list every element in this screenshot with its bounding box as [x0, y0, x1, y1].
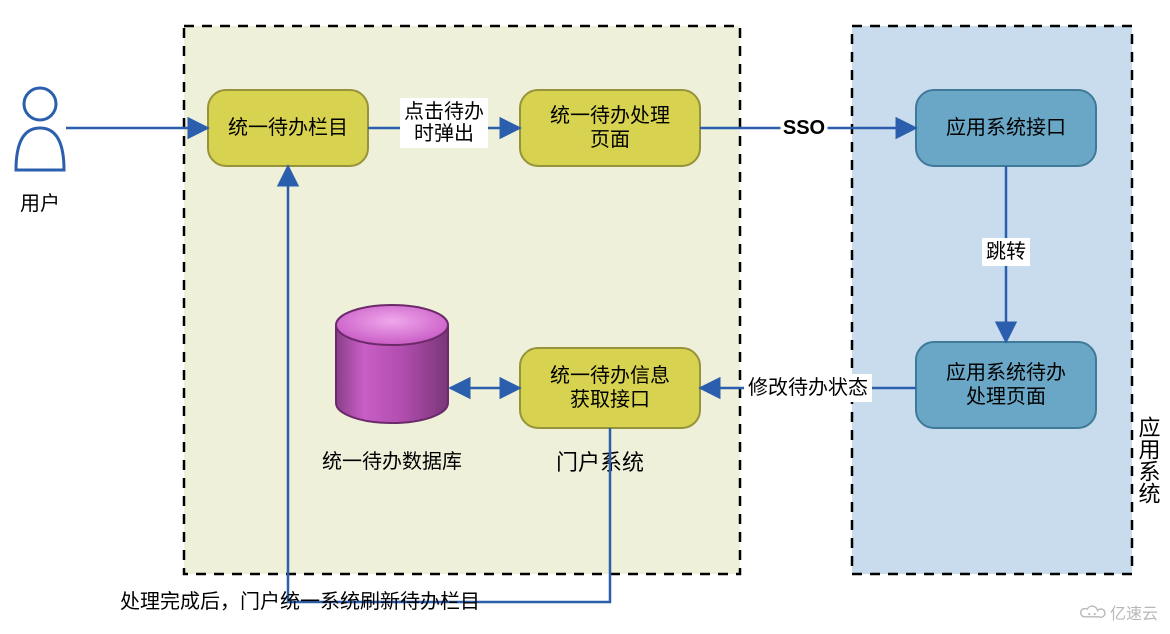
node-todo_page-text: 统一待办处理: [550, 104, 670, 127]
edge-label-text: 时弹出: [414, 122, 474, 145]
node-todo_info_api-text: 统一待办信息: [550, 364, 670, 387]
actor-user: [16, 88, 64, 170]
actor-label: 用户: [20, 192, 60, 215]
node-app_interface: 应用系统接口: [916, 90, 1096, 166]
node-todo_column-text: 统一待办栏目: [228, 116, 348, 139]
cloud-icon: [1078, 603, 1106, 621]
watermark: 亿速云: [1078, 600, 1158, 624]
node-todo_page-text: 页面: [590, 129, 630, 151]
group-app-label: 应用系统: [1136, 416, 1161, 504]
node-todo_page: 统一待办处理页面: [520, 90, 700, 166]
edge-label-text: 处理完成后，门户统一系统刷新待办栏目: [120, 590, 480, 613]
node-app_todo_page-text: 应用系统待办: [946, 361, 1066, 384]
watermark-text: 亿速云: [1110, 600, 1158, 624]
node-app_interface-text: 应用系统接口: [946, 116, 1066, 139]
database-label: 统一待办数据库: [322, 450, 462, 473]
edge-label-apppage-to-infoapi: 修改待办状态: [744, 374, 872, 402]
edge-label-text: 修改待办状态: [748, 376, 868, 399]
flow-diagram: 用户 统一待办栏目统一待办处理页面应用系统接口应用系统待办处理页面统一待办信息获…: [0, 0, 1170, 634]
node-todo_info_api-text: 获取接口: [570, 388, 650, 411]
edge-label-text: 跳转: [986, 240, 1026, 263]
edge-label-text: SSO: [783, 117, 825, 139]
edge-label-col-to-page: 点击待办时弹出: [400, 98, 488, 148]
edge-label-text: 点击待办: [404, 100, 484, 123]
group-portal-label: 门户系统: [556, 450, 644, 475]
edge-label-page-to-appif: SSO: [781, 114, 828, 142]
node-todo_column: 统一待办栏目: [208, 90, 368, 166]
database-icon: [336, 305, 448, 423]
node-app_todo_page: 应用系统待办处理页面: [916, 342, 1096, 428]
node-app_todo_page-text: 处理页面: [966, 385, 1046, 408]
node-todo_info_api: 统一待办信息获取接口: [520, 348, 700, 428]
edge-label-feedback: 处理完成后，门户统一系统刷新待办栏目: [120, 590, 480, 613]
edge-label-appif-to-apppage: 跳转: [982, 238, 1030, 266]
